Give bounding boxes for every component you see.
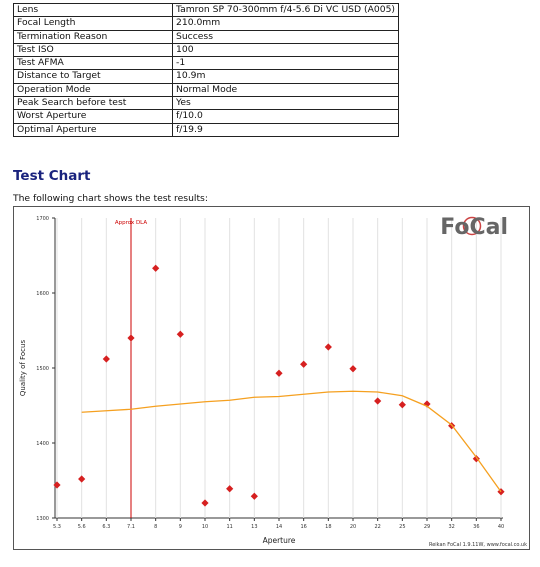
row-value: Normal Mode — [172, 82, 399, 98]
x-tick-label: 20 — [350, 524, 356, 530]
data-point — [176, 330, 184, 338]
data-point — [102, 355, 110, 363]
row-label: Operation Mode — [13, 82, 173, 98]
table-row: Termination Reason Success — [13, 29, 399, 44]
y-axis-label: Quality of Focus — [19, 340, 27, 397]
x-tick-label: 18 — [325, 524, 331, 530]
intro-text: The following chart shows the test resul… — [13, 193, 208, 204]
table-row: Test ISO 100 — [13, 42, 399, 58]
y-tick-label: 1700 — [36, 216, 49, 222]
x-tick-label: 7.1 — [127, 524, 135, 530]
x-tick-label: 5.6 — [78, 524, 86, 530]
y-tick-label: 1500 — [36, 366, 49, 372]
x-tick-label: 8 — [154, 524, 157, 530]
table-row: Optimal Aperture f/19.9 — [13, 122, 399, 137]
row-label: Optimal Aperture — [13, 122, 173, 137]
data-point — [300, 360, 308, 368]
x-tick-label: 11 — [226, 524, 232, 530]
table-row: Lens Tamron SP 70-300mm f/4-5.6 Di VC USD… — [13, 2, 399, 18]
x-tick-label: 29 — [424, 524, 430, 530]
row-value: Yes — [172, 96, 399, 111]
x-tick-label: 25 — [399, 524, 405, 530]
row-label: Test ISO — [13, 42, 173, 58]
x-tick-label: 6.3 — [102, 524, 110, 530]
table-row: Worst Aperture f/10.0 — [13, 109, 399, 124]
table-row: Test AFMA -1 — [13, 56, 399, 71]
x-tick-label: 10 — [202, 524, 208, 530]
logo: FoCal — [440, 215, 508, 240]
x-axis-label: Aperture — [263, 536, 296, 545]
y-tick-label: 1400 — [36, 441, 49, 447]
row-label: Distance to Target — [13, 69, 173, 84]
row-label: Lens — [13, 2, 173, 18]
row-value: Success — [172, 29, 399, 44]
table-row: Peak Search before test Yes — [13, 96, 399, 111]
dla-label: Approx DLA — [115, 220, 148, 226]
x-tick-label: 16 — [300, 524, 306, 530]
row-label: Peak Search before test — [13, 96, 173, 111]
row-value: -1 — [172, 56, 399, 71]
section-heading: Test Chart — [13, 168, 91, 184]
chart-frame — [13, 206, 530, 550]
row-label: Focal Length — [13, 16, 173, 31]
row-label: Worst Aperture — [13, 109, 173, 124]
row-value: f/19.9 — [172, 122, 399, 137]
x-tick-label: 5.3 — [53, 524, 61, 530]
row-value: f/10.0 — [172, 109, 399, 124]
info-table: Lens Tamron SP 70-300mm f/4-5.6 Di VC USD… — [13, 2, 399, 137]
y-tick-label: 1600 — [36, 291, 49, 297]
row-label: Test AFMA — [13, 56, 173, 71]
data-point — [78, 475, 86, 483]
x-tick-label: 40 — [498, 524, 504, 530]
table-row: Operation Mode Normal Mode — [13, 82, 399, 98]
row-label: Termination Reason — [13, 29, 173, 44]
data-point — [53, 481, 61, 489]
row-value: 210.0mm — [172, 16, 399, 31]
x-tick-label: 13 — [251, 524, 257, 530]
data-point — [201, 499, 209, 507]
footer: Reikan FoCal 1.9.11W, www.focal.co.uk — [429, 542, 527, 548]
chart: 1300 1400 1500 1600 1700 5.3 5.6 6.3 7.1 8 9 10 11 13… — [13, 206, 530, 550]
data-point — [152, 264, 160, 272]
table-body: Lens Tamron SP 70-300mm f/4-5.6 Di VC USD… — [13, 2, 399, 137]
data-point — [226, 485, 234, 493]
data-point — [349, 365, 357, 373]
row-value: 100 — [172, 42, 399, 58]
x-tick-label: 22 — [374, 524, 380, 530]
logo-ring — [462, 216, 482, 236]
data-point — [127, 334, 135, 342]
x-tick-label: 9 — [179, 524, 182, 530]
table-row: Focal Length 210.0mm — [13, 16, 399, 31]
data-point — [398, 401, 406, 409]
data-point — [275, 369, 283, 377]
y-tick-label: 1300 — [36, 516, 49, 522]
fit-curve — [81, 390, 502, 493]
x-tick-label: 14 — [276, 524, 282, 530]
row-value: 10.9m — [172, 69, 399, 84]
table-row: Distance to Target 10.9m — [13, 69, 399, 84]
x-tick-label: 32 — [448, 524, 454, 530]
data-point — [374, 397, 382, 405]
row-value: Tamron SP 70-300mm f/4-5.6 Di VC USD (A0… — [172, 2, 399, 18]
data-point — [324, 343, 332, 351]
x-tick-label: 36 — [473, 524, 479, 530]
